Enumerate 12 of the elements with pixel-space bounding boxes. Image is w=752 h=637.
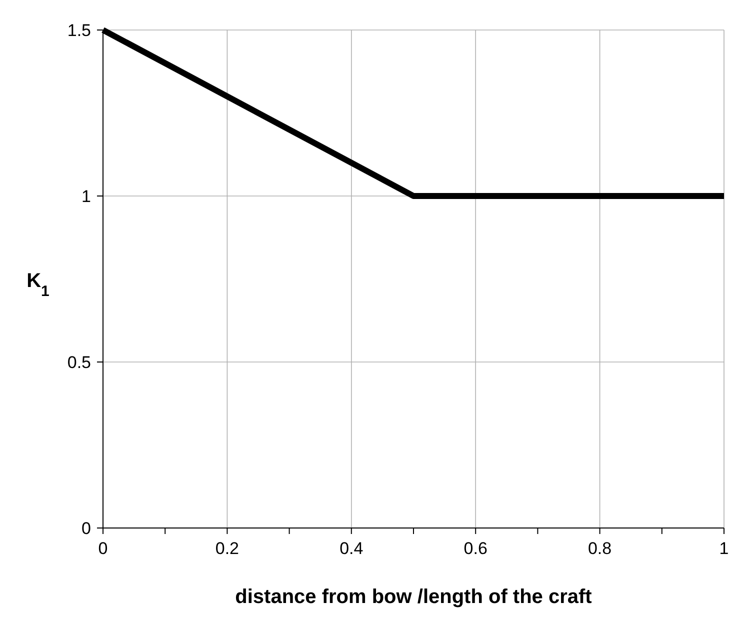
y-tick-label: 0.5 — [67, 353, 91, 372]
y-axis-title: K$_{1}$ — [26, 270, 50, 300]
x-tick-label: 0.4 — [340, 539, 364, 558]
x-tick-label: 0 — [98, 539, 108, 558]
x-tick-label: 0.6 — [464, 539, 488, 558]
x-tick-label: 1 — [719, 539, 729, 558]
x-tick-label: 0.2 — [215, 539, 240, 558]
y-tick-label: 1.5 — [67, 21, 91, 40]
x-tick-label: 0.8 — [588, 539, 612, 558]
y-tick-label: 1 — [82, 187, 91, 206]
y-tick-label: 0 — [82, 519, 91, 538]
x-axis-title: distance from bow /length of the craft — [235, 586, 592, 608]
